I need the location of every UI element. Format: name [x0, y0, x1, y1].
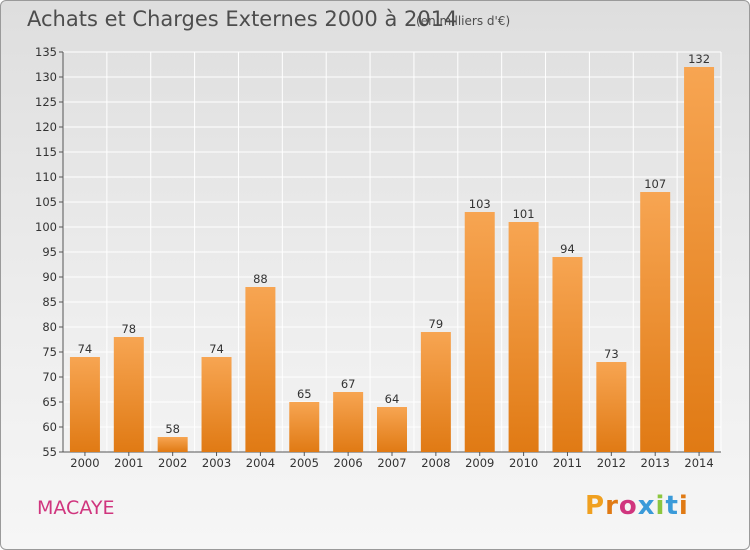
x-tick-label-2004: 2004	[246, 456, 275, 470]
data-label-2014: 132	[688, 52, 710, 66]
y-tick-label: 65	[42, 395, 57, 409]
logo-letter: i	[678, 491, 689, 521]
chart-title: Achats et Charges Externes 2000 à 2014	[27, 7, 458, 31]
bar-2013	[640, 192, 671, 452]
logo-letter: r	[605, 491, 619, 521]
bar-2003	[201, 357, 232, 452]
x-tick-label-2001: 2001	[114, 456, 143, 470]
x-tick-label-2005: 2005	[290, 456, 319, 470]
chart-unit: (en milliers d'€)	[416, 14, 511, 28]
data-label-2009: 103	[469, 197, 491, 211]
y-tick-label: 70	[42, 370, 57, 384]
data-label-2003: 74	[209, 342, 224, 356]
data-label-2006: 67	[341, 377, 356, 391]
logo-letter: x	[637, 491, 656, 521]
data-label-2000: 74	[78, 342, 93, 356]
bar-2012	[596, 362, 627, 452]
x-tick-label-2009: 2009	[465, 456, 494, 470]
bar-2007	[377, 407, 407, 452]
y-tick-label: 125	[35, 95, 57, 109]
x-tick-label-2014: 2014	[684, 456, 713, 470]
logo-letter: P	[585, 491, 606, 521]
bar-2004	[245, 287, 276, 452]
bar-2001	[113, 337, 144, 452]
x-tick-label-2003: 2003	[202, 456, 231, 470]
y-tick-label: 90	[42, 270, 57, 284]
proxiti-logo[interactable]: Proxiti	[585, 491, 689, 521]
y-tick-label: 60	[42, 420, 57, 434]
x-tick-label-2006: 2006	[333, 456, 362, 470]
y-tick-label: 135	[35, 45, 57, 59]
y-tick-label: 95	[42, 245, 57, 259]
x-tick-label-2012: 2012	[597, 456, 626, 470]
x-tick-label-2007: 2007	[377, 456, 406, 470]
bar-2011	[552, 257, 583, 452]
y-tick-label: 75	[42, 345, 57, 359]
y-tick-label: 115	[35, 145, 57, 159]
x-tick-label-2013: 2013	[641, 456, 670, 470]
data-label-2007: 64	[385, 392, 400, 406]
bar-2005	[289, 402, 320, 452]
data-labels: 74 78 58 74 88 65 67 64 79 103 101 94 73 107 132	[78, 52, 710, 436]
y-tick-label: 110	[35, 170, 57, 184]
y-tick-label: 55	[42, 445, 57, 459]
x-tick-label-2011: 2011	[553, 456, 582, 470]
y-tick-labels: 55 60 65 70 75 80 85 90 95 100 105 110 115 120 125 130 1…	[35, 45, 57, 459]
y-tick-label: 105	[35, 195, 57, 209]
y-tick-label: 120	[35, 120, 57, 134]
bar-2002	[157, 437, 188, 452]
x-tick-labels: 2000 2001 2002 2003 2004 2005 2006 2007 2008 2009…	[70, 456, 713, 470]
data-label-2001: 78	[121, 322, 136, 336]
logo-letter: i	[655, 491, 666, 521]
bar-2010	[508, 222, 539, 452]
data-label-2012: 73	[604, 347, 619, 361]
bar-2009	[464, 212, 495, 452]
data-label-2002: 58	[165, 422, 180, 436]
bar-2014	[684, 67, 715, 452]
data-label-2008: 79	[429, 317, 444, 331]
x-tick-label-2002: 2002	[158, 456, 187, 470]
bar-2006	[333, 392, 364, 452]
commune-name: MACAYE	[37, 497, 115, 519]
x-tick-label-2008: 2008	[421, 456, 450, 470]
y-tick-label: 80	[42, 320, 57, 334]
x-tick-label-2010: 2010	[509, 456, 538, 470]
bar-2000	[69, 357, 100, 452]
bar-2008	[420, 332, 451, 452]
logo-letter: t	[665, 491, 679, 521]
logo-letter: o	[618, 491, 638, 521]
y-tick-label: 85	[42, 295, 57, 309]
x-tick-label-2000: 2000	[70, 456, 99, 470]
data-label-2010: 101	[513, 207, 535, 221]
y-tick-label: 130	[35, 70, 57, 84]
y-tick-label: 100	[35, 220, 57, 234]
data-label-2004: 88	[253, 272, 268, 286]
data-label-2005: 65	[297, 387, 312, 401]
data-label-2011: 94	[560, 242, 575, 256]
bars	[69, 67, 715, 452]
data-label-2013: 107	[644, 177, 666, 191]
